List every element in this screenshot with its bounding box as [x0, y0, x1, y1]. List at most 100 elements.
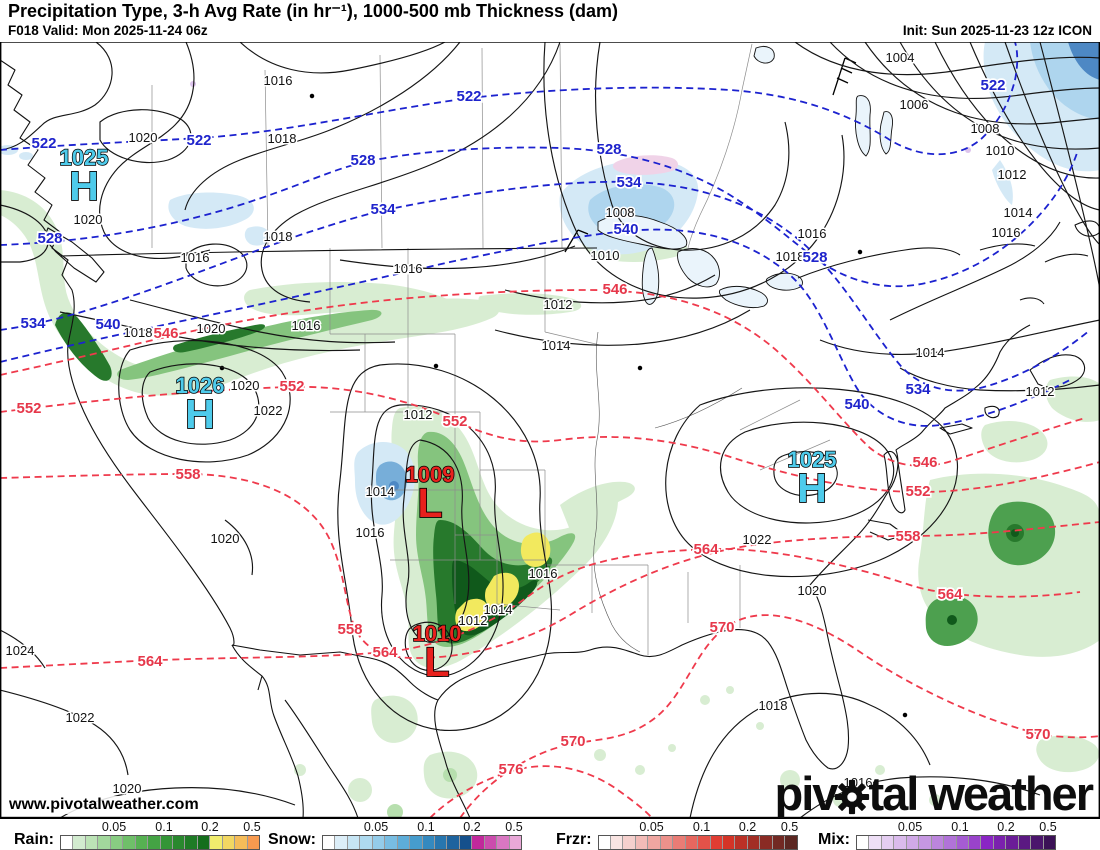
isobar-label: 1012	[544, 297, 573, 312]
legend-color-cell	[247, 836, 259, 849]
legend-group-mix: Mix: 0.05 0.1 0.2 0.5	[818, 820, 1057, 850]
isobar-label: 1004	[886, 50, 915, 65]
page-title: Precipitation Type, 3-h Avg Rate (in hr⁻…	[8, 1, 618, 21]
init-time-label: Init: Sun 2025-11-23 12z ICON	[902, 23, 1092, 38]
legend-color-cell	[760, 836, 773, 849]
isobar-label: 1016	[992, 225, 1021, 240]
thickness-label: 522	[186, 132, 211, 149]
legend-color-cell	[869, 836, 882, 849]
contour-labels: 1016 1020 1018 1020 1016 1018 1016 1018 1020 1008…	[4, 49, 1056, 798]
gear-icon	[835, 779, 870, 814]
legend-color-cell	[185, 836, 198, 849]
thickness-label: 558	[337, 621, 362, 638]
legend-color-cell	[484, 836, 498, 849]
legend-group-frzr: Frzr: 0.05 0.1 0.2 0.5	[556, 820, 798, 850]
legend-color-cell	[772, 836, 786, 849]
legend-color-cell	[1006, 836, 1019, 849]
logo-text-right: tal weather	[868, 767, 1094, 820]
legend-color-cell	[881, 836, 895, 849]
isobar-label: 1008	[606, 205, 635, 220]
legend-color-cell	[785, 836, 797, 849]
legend-tick: 0.1	[417, 820, 435, 834]
logo-text-left: piv	[774, 767, 839, 820]
legend-color-cell	[968, 836, 982, 849]
legend-color-cell	[434, 836, 448, 849]
isobar-label: 1018	[268, 131, 297, 146]
thickness-label: 546	[912, 454, 937, 471]
thickness-label: 522	[980, 77, 1005, 94]
legend-color-cell	[598, 836, 611, 849]
legend-color-cell	[710, 836, 723, 849]
legend-color-cell	[660, 836, 674, 849]
snow-shading-layer	[0, 42, 1100, 525]
legend-color-cell	[360, 836, 373, 849]
isobar-label: 1016	[529, 566, 558, 581]
legend-color-cell	[497, 836, 510, 849]
pressure-center-letter: L	[417, 480, 442, 526]
isobar-label: 1022	[66, 710, 95, 725]
thickness-label: 522	[456, 88, 481, 105]
legend-color-cell	[611, 836, 624, 849]
legend-color-cell	[148, 836, 161, 849]
thickness-label: 522	[31, 135, 56, 152]
legend-color-cell	[509, 836, 521, 849]
legend-color-cell	[956, 836, 969, 849]
pivotal-weather-logo: piv tal weather	[774, 767, 1094, 820]
isobar-label: 1014	[484, 602, 513, 617]
isobar-label: 1014	[542, 338, 571, 353]
legend-colorbar-mix	[856, 835, 1056, 850]
legend-color-cell	[459, 836, 473, 849]
pressure-center-letter: H	[69, 163, 99, 209]
legend-color-cell	[648, 836, 661, 849]
legend-tick: 0.2	[201, 820, 219, 834]
isobar-label: 1020	[74, 212, 103, 227]
thickness-label: 546	[153, 325, 178, 342]
pressure-center-value: 1026	[176, 373, 225, 398]
legend-color-cell	[623, 836, 636, 849]
pressure-center-letter: L	[424, 639, 449, 685]
legend-label-mix: Mix:	[818, 831, 850, 848]
thickness-label: 570	[560, 733, 585, 750]
pressure-center-letter: H	[185, 391, 215, 437]
thickness-label: 528	[350, 152, 375, 169]
legend-color-cell	[919, 836, 932, 849]
thickness-label: 570	[1025, 726, 1050, 743]
legend-color-cell	[85, 836, 99, 849]
isobar-label: 1012	[1026, 384, 1055, 399]
legend-scale-snow: 0.05 0.1 0.2 0.5	[322, 820, 523, 850]
watermark-url: www.pivotalweather.com	[6, 796, 202, 814]
isobar-label: 1018	[124, 325, 153, 340]
thickness-label: 528	[37, 230, 62, 247]
legend-color-cell	[747, 836, 761, 849]
legend-color-cell	[673, 836, 686, 849]
pressure-center-value: 1025	[788, 447, 837, 472]
thickness-label: 552	[16, 400, 41, 417]
thickness-label: 558	[175, 466, 200, 483]
isobar-label: 1020	[798, 583, 827, 598]
geography-layer	[0, 43, 1100, 819]
isobar-label: 1016	[394, 261, 423, 276]
map-frame	[0, 41, 1100, 819]
legend-color-cell	[722, 836, 736, 849]
legend-group-snow: Snow: 0.05 0.1 0.2 0.5	[268, 820, 523, 850]
thickness-label: 576	[498, 761, 523, 778]
isobar-label: 1016	[356, 525, 385, 540]
legend-color-cell	[347, 836, 361, 849]
precip-type-legend: Rain: 0.05 0.1 0.2 0.5 Snow: 0.05 0.1 0.2 0.5 Frzr…	[0, 818, 1100, 850]
pressure-center-value: 1009	[406, 462, 455, 487]
legend-tick: 0.05	[639, 820, 664, 834]
legend-label-rain: Rain:	[14, 831, 54, 848]
legend-label-frzr: Frzr:	[556, 831, 592, 848]
legend-color-cell	[698, 836, 711, 849]
legend-tick: 0.5	[505, 820, 523, 834]
thickness-label: 528	[802, 249, 827, 266]
thickness-lines-cold	[0, 41, 1091, 427]
legend-color-cell	[135, 836, 149, 849]
isobar-label: 1010	[591, 248, 620, 263]
legend-tick: 0.5	[243, 820, 261, 834]
legend-color-cell	[1031, 836, 1044, 849]
isobar-label: 1020	[197, 321, 226, 336]
thickness-label: 564	[372, 644, 398, 661]
rain-shading-layer	[0, 190, 1100, 820]
